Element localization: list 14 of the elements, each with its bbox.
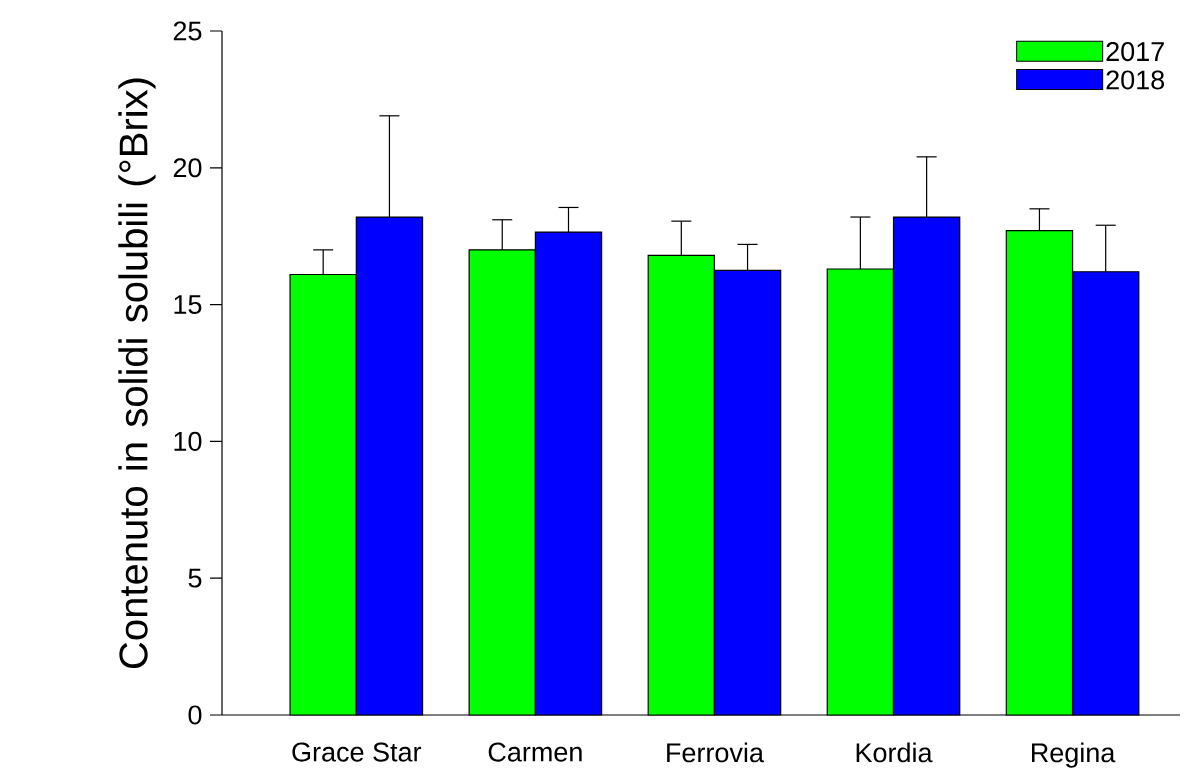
x-tick-label: Kordia bbox=[856, 742, 933, 763]
y-tick-label: 5 bbox=[188, 568, 202, 588]
y-tick-label: 20 bbox=[173, 158, 202, 178]
y-tick-label: 0 bbox=[188, 705, 202, 725]
x-tick-label: Grace Star bbox=[292, 742, 422, 762]
legend-label: 2018 bbox=[1106, 70, 1165, 90]
x-tick-label: Carmen bbox=[488, 742, 582, 762]
y-tick-label: 10 bbox=[174, 431, 202, 451]
y-axis-title: Contenuto in solidi solubili (°Brix) bbox=[118, 78, 156, 668]
x-tick-label: Regina bbox=[1032, 742, 1116, 768]
y-tick-label: 15 bbox=[174, 295, 202, 315]
x-tick-label: Ferrovia bbox=[667, 742, 764, 763]
y-tick-label: 25 bbox=[173, 21, 202, 41]
legend-label: 2017 bbox=[1106, 42, 1164, 62]
